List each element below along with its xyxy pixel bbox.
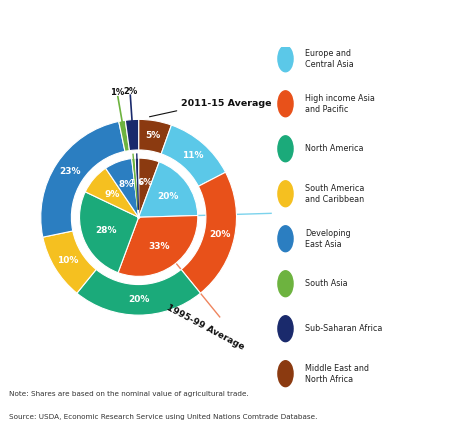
Wedge shape <box>41 121 125 237</box>
Circle shape <box>278 226 293 252</box>
Wedge shape <box>85 168 138 217</box>
Circle shape <box>278 316 293 342</box>
Wedge shape <box>138 162 198 217</box>
Wedge shape <box>125 119 138 151</box>
Wedge shape <box>77 270 201 315</box>
Text: 1%: 1% <box>129 179 142 185</box>
Text: 28%: 28% <box>95 226 117 235</box>
Text: Sub-Saharan Africa: Sub-Saharan Africa <box>305 324 383 333</box>
Text: High income Asia
and Pacific: High income Asia and Pacific <box>305 94 375 114</box>
Circle shape <box>278 271 293 296</box>
Circle shape <box>278 136 293 162</box>
Text: Europe and
Central Asia: Europe and Central Asia <box>305 49 354 69</box>
Text: 9%: 9% <box>104 190 119 199</box>
Text: Source: USDA, Economic Research Service using United Nations Comtrade Database.: Source: USDA, Economic Research Service … <box>9 414 318 420</box>
Wedge shape <box>43 231 96 293</box>
Text: Destinations for U.S. agricultural exports by share of value: Destinations for U.S. agricultural expor… <box>6 17 376 27</box>
Wedge shape <box>181 172 237 293</box>
Circle shape <box>278 181 293 207</box>
Text: South America
and Caribbean: South America and Caribbean <box>305 184 365 204</box>
Circle shape <box>278 91 293 117</box>
Text: 1%: 1% <box>131 179 144 185</box>
Text: 11%: 11% <box>182 150 204 159</box>
Text: North America: North America <box>305 144 364 153</box>
Text: 2%: 2% <box>123 86 137 96</box>
Wedge shape <box>118 120 129 151</box>
Text: 10%: 10% <box>57 256 79 265</box>
Wedge shape <box>138 158 159 217</box>
Circle shape <box>278 46 293 72</box>
Circle shape <box>278 361 293 387</box>
Text: 8%: 8% <box>118 179 134 188</box>
Wedge shape <box>138 119 172 154</box>
Text: Developing
East Asia: Developing East Asia <box>305 229 351 249</box>
Text: South Asia: South Asia <box>305 279 348 288</box>
Text: 5%: 5% <box>145 131 160 141</box>
Wedge shape <box>132 158 138 217</box>
Text: 23%: 23% <box>59 167 81 176</box>
Wedge shape <box>106 158 138 217</box>
Wedge shape <box>161 125 226 186</box>
Text: 20%: 20% <box>128 295 149 304</box>
Wedge shape <box>118 216 198 276</box>
Text: 1995-99 Average: 1995-99 Average <box>165 303 246 351</box>
Text: 20%: 20% <box>157 192 178 201</box>
Circle shape <box>137 216 140 218</box>
Wedge shape <box>80 192 138 273</box>
Text: 6%: 6% <box>137 178 153 187</box>
Text: Note: Shares are based on the nominal value of agricultural trade.: Note: Shares are based on the nominal va… <box>9 391 249 397</box>
Wedge shape <box>135 158 138 217</box>
Text: 2011-15 Average: 2011-15 Average <box>182 99 272 108</box>
Text: Middle East and
North Africa: Middle East and North Africa <box>305 364 369 384</box>
Text: 20%: 20% <box>209 230 230 239</box>
Text: 1%: 1% <box>110 88 124 97</box>
Text: 33%: 33% <box>148 242 170 250</box>
